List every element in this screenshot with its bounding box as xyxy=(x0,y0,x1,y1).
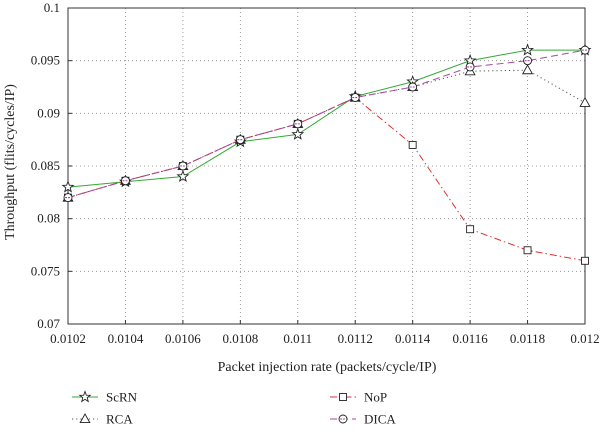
data-point-dica xyxy=(523,56,533,66)
data-point-dica xyxy=(235,135,245,145)
x-tick-label: 0.012 xyxy=(570,331,599,346)
data-point-rca xyxy=(521,64,534,75)
legend-marker-dica xyxy=(338,414,348,424)
tick-labels: 0.0102 0.0104 0.0106 0.0108 0.011 0.0112 0.011… xyxy=(31,0,600,346)
data-point-scrn xyxy=(176,169,190,183)
series-line-rca xyxy=(67,69,586,199)
data-point-scrn xyxy=(291,127,305,140)
legend-item-scrn: ScRN xyxy=(72,390,138,405)
data-point-nop xyxy=(523,246,532,255)
legend-marker-rca xyxy=(79,413,91,424)
series-line-dica xyxy=(67,49,586,199)
y-tick-label: 0.075 xyxy=(31,263,60,278)
axes xyxy=(67,7,586,325)
x-axis-title: Packet injection rate (packets/cycle/IP) xyxy=(218,360,437,375)
data-point-dica xyxy=(465,62,475,72)
x-tick-label: 0.0116 xyxy=(452,331,488,346)
legend-item-nop: NoP xyxy=(330,390,387,405)
data-point-nop xyxy=(466,225,475,234)
legend: ScRN RCA NoP DICA xyxy=(72,390,396,427)
x-tick-label: 0.0118 xyxy=(510,331,545,346)
y-tick-label: 0.1 xyxy=(44,0,60,15)
plot-frame xyxy=(67,7,586,325)
data-point-dica xyxy=(408,82,418,92)
legend-label-dica: DICA xyxy=(364,412,396,427)
y-tick-label: 0.08 xyxy=(37,211,60,226)
series-line-scrn xyxy=(67,49,585,188)
x-tick-label: 0.0106 xyxy=(165,331,201,346)
data-point-nop xyxy=(581,256,589,265)
x-tick-label: 0.011 xyxy=(283,331,312,346)
data-point-rca xyxy=(579,96,591,107)
x-tick-label: 0.0112 xyxy=(338,331,373,346)
x-tick-label: 0.0108 xyxy=(222,331,258,346)
data-point-dica xyxy=(63,193,73,203)
legend-label-nop: NoP xyxy=(364,390,387,405)
data-point-dica xyxy=(580,45,590,55)
data-point-dica xyxy=(178,161,188,171)
legend-label-rca: RCA xyxy=(106,412,133,427)
data-point-nop xyxy=(408,140,417,149)
data-point-scrn xyxy=(521,43,535,56)
y-tick-label: 0.095 xyxy=(31,53,60,68)
x-tick-label: 0.0114 xyxy=(395,331,431,346)
x-tick-label: 0.0102 xyxy=(50,331,86,346)
y-axis-title: Throughput (flits/cycles/IP) xyxy=(3,84,18,240)
legend-label-scrn: ScRN xyxy=(106,390,138,405)
series-markers xyxy=(61,43,592,265)
grid-lines xyxy=(68,8,585,324)
data-point-dica xyxy=(120,176,130,186)
data-point-dica xyxy=(293,119,303,129)
legend-item-dica: DICA xyxy=(330,412,396,427)
y-tick-label: 0.085 xyxy=(31,158,60,173)
x-tick-label: 0.0104 xyxy=(108,331,144,346)
data-point-scrn xyxy=(61,180,75,193)
series-lines xyxy=(67,49,586,262)
legend-marker-nop xyxy=(339,393,347,401)
data-point-dica xyxy=(350,93,360,102)
legend-marker-scrn xyxy=(78,390,92,403)
legend-item-rca: RCA xyxy=(72,412,133,427)
y-tick-label: 0.07 xyxy=(37,316,60,331)
series-line-nop xyxy=(67,96,586,262)
y-tick-label: 0.09 xyxy=(37,105,60,120)
